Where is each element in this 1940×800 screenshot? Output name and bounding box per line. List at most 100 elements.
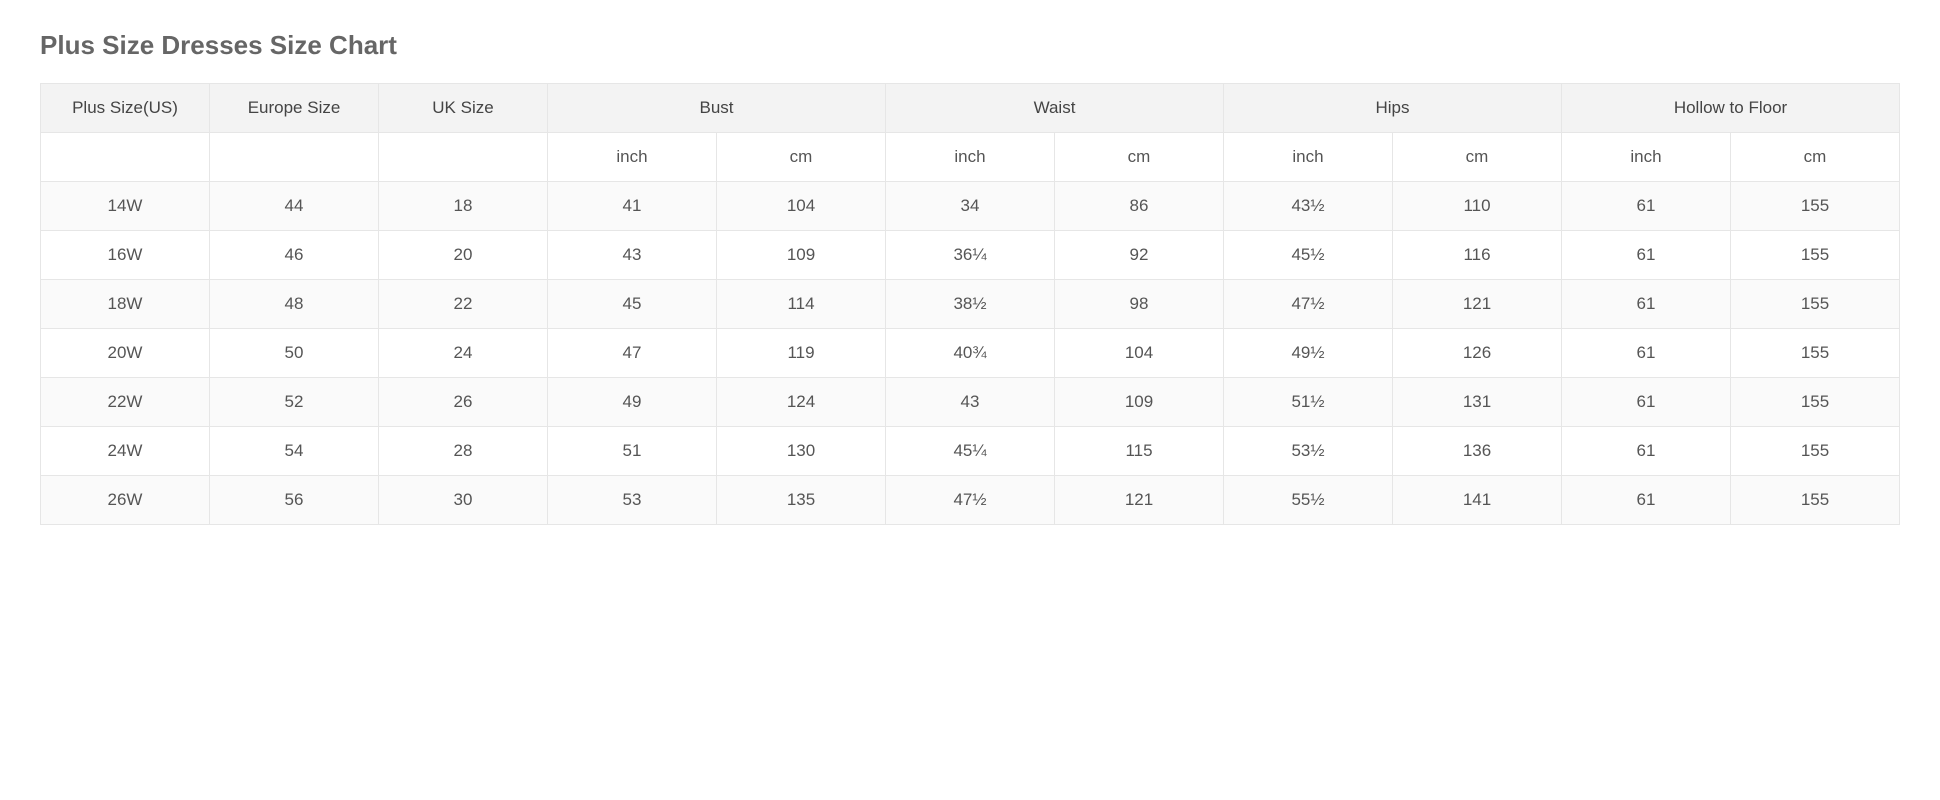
cell: 121 [1055, 476, 1224, 525]
cell: 109 [717, 231, 886, 280]
cell: 24 [379, 329, 548, 378]
col-hollow-floor: Hollow to Floor [1562, 84, 1900, 133]
page-title: Plus Size Dresses Size Chart [40, 30, 1900, 61]
cell: 53½ [1224, 427, 1393, 476]
col-hips: Hips [1224, 84, 1562, 133]
cell: 18W [41, 280, 210, 329]
cell: 61 [1562, 476, 1731, 525]
table-row: 16W 46 20 43 109 36¼ 92 45½ 116 61 155 [41, 231, 1900, 280]
cell: 155 [1731, 427, 1900, 476]
cell: 34 [886, 182, 1055, 231]
cell: 43 [548, 231, 717, 280]
table-subheader-row: inch cm inch cm inch cm inch cm [41, 133, 1900, 182]
cell: 22W [41, 378, 210, 427]
cell: 61 [1562, 280, 1731, 329]
cell: 115 [1055, 427, 1224, 476]
cell: 61 [1562, 427, 1731, 476]
col-europe-size: Europe Size [210, 84, 379, 133]
cell: 47 [548, 329, 717, 378]
table-body: inch cm inch cm inch cm inch cm 14W 44 1… [41, 133, 1900, 525]
cell: 135 [717, 476, 886, 525]
subcol-4: cm [717, 133, 886, 182]
cell: 61 [1562, 182, 1731, 231]
cell: 54 [210, 427, 379, 476]
subcol-7: inch [1224, 133, 1393, 182]
table-row: 20W 50 24 47 119 40¾ 104 49½ 126 61 155 [41, 329, 1900, 378]
cell: 16W [41, 231, 210, 280]
cell: 155 [1731, 476, 1900, 525]
cell: 56 [210, 476, 379, 525]
cell: 49 [548, 378, 717, 427]
cell: 98 [1055, 280, 1224, 329]
subcol-10: cm [1731, 133, 1900, 182]
cell: 20 [379, 231, 548, 280]
cell: 86 [1055, 182, 1224, 231]
subcol-8: cm [1393, 133, 1562, 182]
cell: 104 [717, 182, 886, 231]
cell: 14W [41, 182, 210, 231]
cell: 110 [1393, 182, 1562, 231]
cell: 155 [1731, 280, 1900, 329]
cell: 47½ [886, 476, 1055, 525]
cell: 18 [379, 182, 548, 231]
cell: 119 [717, 329, 886, 378]
table-row: 26W 56 30 53 135 47½ 121 55½ 141 61 155 [41, 476, 1900, 525]
cell: 53 [548, 476, 717, 525]
cell: 61 [1562, 329, 1731, 378]
cell: 131 [1393, 378, 1562, 427]
cell: 22 [379, 280, 548, 329]
cell: 44 [210, 182, 379, 231]
cell: 38½ [886, 280, 1055, 329]
cell: 36¼ [886, 231, 1055, 280]
cell: 61 [1562, 378, 1731, 427]
cell: 49½ [1224, 329, 1393, 378]
cell: 45¼ [886, 427, 1055, 476]
cell: 24W [41, 427, 210, 476]
cell: 155 [1731, 231, 1900, 280]
cell: 155 [1731, 329, 1900, 378]
cell: 26 [379, 378, 548, 427]
subcol-2 [379, 133, 548, 182]
cell: 47½ [1224, 280, 1393, 329]
cell: 116 [1393, 231, 1562, 280]
table-header: Plus Size(US) Europe Size UK Size Bust W… [41, 84, 1900, 133]
cell: 46 [210, 231, 379, 280]
cell: 130 [717, 427, 886, 476]
col-uk-size: UK Size [379, 84, 548, 133]
cell: 50 [210, 329, 379, 378]
subcol-9: inch [1562, 133, 1731, 182]
subcol-6: cm [1055, 133, 1224, 182]
cell: 121 [1393, 280, 1562, 329]
table-row: 22W 52 26 49 124 43 109 51½ 131 61 155 [41, 378, 1900, 427]
table-row: 18W 48 22 45 114 38½ 98 47½ 121 61 155 [41, 280, 1900, 329]
cell: 61 [1562, 231, 1731, 280]
cell: 26W [41, 476, 210, 525]
col-waist: Waist [886, 84, 1224, 133]
cell: 52 [210, 378, 379, 427]
table-row: 14W 44 18 41 104 34 86 43½ 110 61 155 [41, 182, 1900, 231]
cell: 155 [1731, 182, 1900, 231]
cell: 48 [210, 280, 379, 329]
col-bust: Bust [548, 84, 886, 133]
cell: 28 [379, 427, 548, 476]
size-chart-table: Plus Size(US) Europe Size UK Size Bust W… [40, 83, 1900, 525]
cell: 41 [548, 182, 717, 231]
cell: 40¾ [886, 329, 1055, 378]
cell: 109 [1055, 378, 1224, 427]
cell: 20W [41, 329, 210, 378]
cell: 51 [548, 427, 717, 476]
cell: 141 [1393, 476, 1562, 525]
cell: 45½ [1224, 231, 1393, 280]
cell: 55½ [1224, 476, 1393, 525]
cell: 126 [1393, 329, 1562, 378]
cell: 124 [717, 378, 886, 427]
subcol-0 [41, 133, 210, 182]
cell: 136 [1393, 427, 1562, 476]
table-header-row: Plus Size(US) Europe Size UK Size Bust W… [41, 84, 1900, 133]
cell: 45 [548, 280, 717, 329]
cell: 51½ [1224, 378, 1393, 427]
cell: 114 [717, 280, 886, 329]
cell: 92 [1055, 231, 1224, 280]
cell: 104 [1055, 329, 1224, 378]
cell: 43 [886, 378, 1055, 427]
